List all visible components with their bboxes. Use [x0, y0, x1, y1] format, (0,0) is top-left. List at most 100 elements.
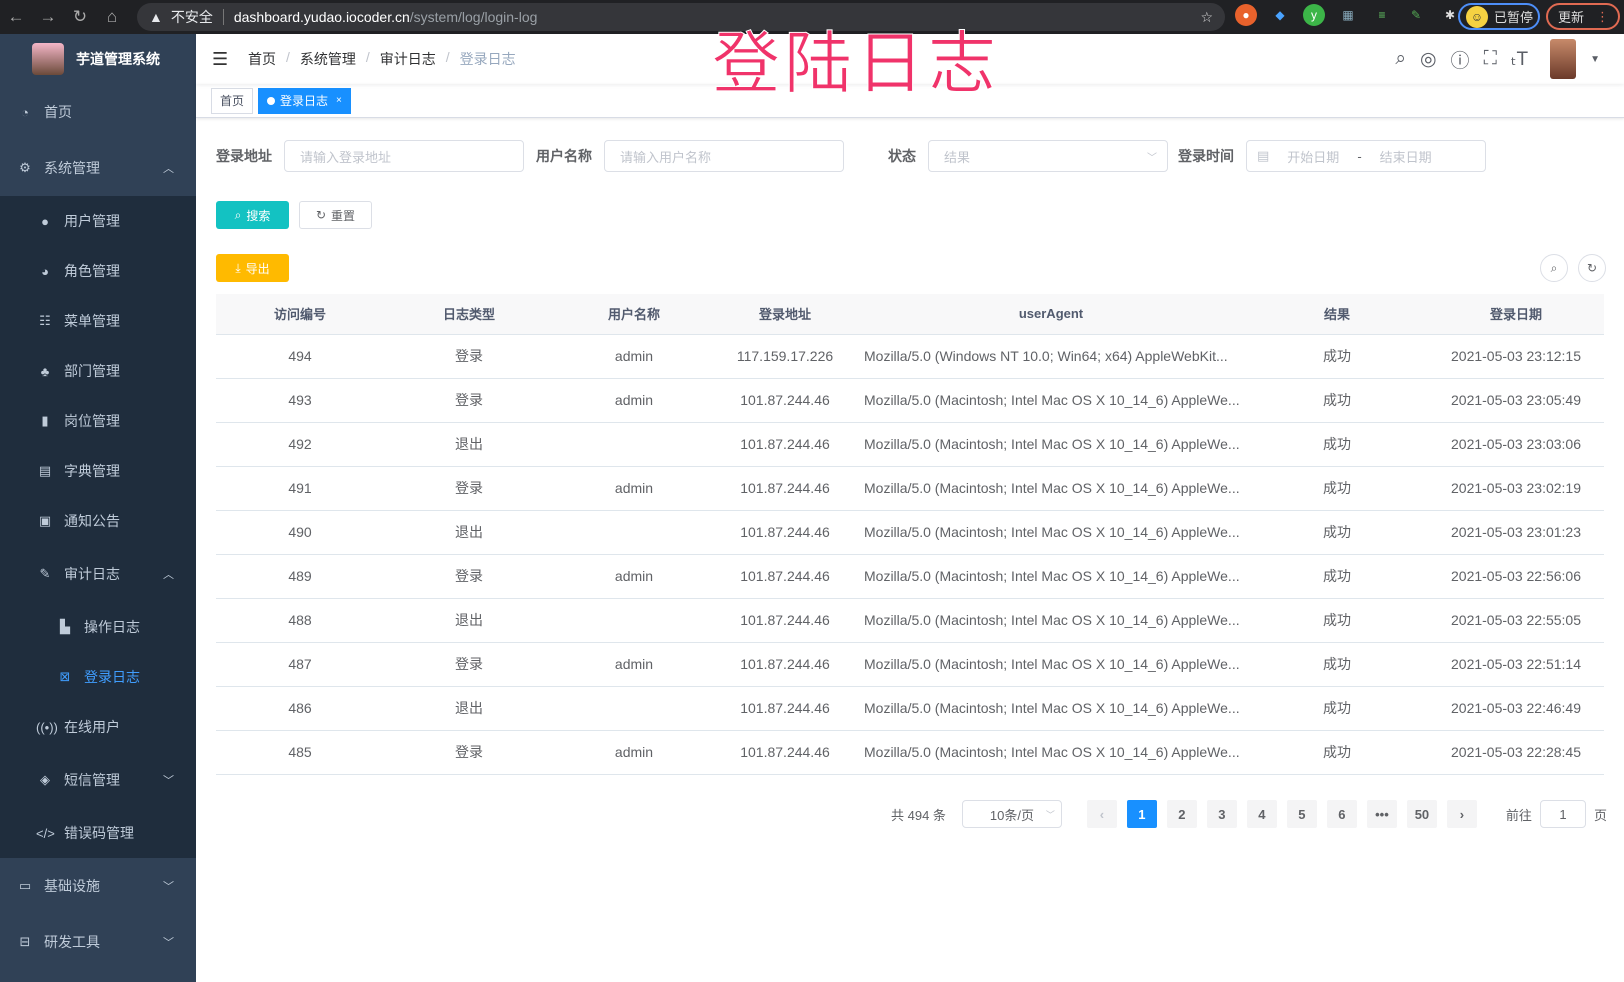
chevron-down-icon: ﹀ [1147, 152, 1157, 164]
table-row[interactable]: 494 登录 admin 117.159.17.226 Mozilla/5.0 (Win… [216, 334, 1604, 379]
breadcrumb-item[interactable]: 首页 [248, 51, 276, 67]
page-button[interactable]: 50 [1406, 800, 1437, 828]
form-icon: ▙ [60, 619, 70, 634]
date-range-picker[interactable]: ▤ 开始日期 - 结束日期 [1246, 140, 1486, 172]
logo[interactable]: 芋道管理系统 [0, 34, 196, 84]
extension-icon[interactable]: ● [1235, 4, 1257, 26]
extension-icon[interactable]: ≡ [1378, 8, 1386, 22]
github-icon[interactable]: ◎ [1419, 48, 1437, 70]
sidebar-item-dict[interactable]: ▤ 字典管理 [0, 446, 196, 496]
button-label: 搜索 [246, 208, 271, 223]
next-page-button[interactable]: › [1446, 800, 1477, 828]
search-icon[interactable]: ⌕ [1395, 48, 1406, 69]
table-cell: admin [554, 466, 714, 511]
goto-label: 前往 [1505, 807, 1532, 823]
sidebar-item-roles[interactable]: ◕ 角色管理 [0, 246, 196, 296]
chevron-down-icon: ﹀ [163, 937, 174, 949]
search-button[interactable]: ⌕ 搜索 [216, 201, 289, 229]
page-button[interactable]: 5 [1286, 800, 1317, 828]
breadcrumb-item[interactable]: 审计日志 [379, 51, 436, 67]
sidebar-item-devtools[interactable]: ⊟ 研发工具 ﹀ [0, 914, 196, 970]
table-cell: 491 [216, 466, 384, 511]
search-icon: ⌕ [1550, 260, 1558, 275]
toggle-search-button[interactable]: ⌕ [1540, 254, 1568, 282]
refresh-icon: ↻ [1586, 261, 1598, 275]
extension-icon[interactable]: y [1303, 4, 1325, 26]
sidebar-item-system[interactable]: ⚙ 系统管理 ︿ [0, 140, 196, 196]
table-cell: Mozilla/5.0 (Macintosh; Intel Mac OS X 1… [856, 466, 1246, 511]
prev-page-button[interactable]: ‹ [1086, 800, 1117, 828]
table-row[interactable]: 487 登录 admin 101.87.244.46 Mozilla/5.0 (Maci… [216, 642, 1604, 687]
refresh-button[interactable]: ↻ [1578, 254, 1606, 282]
table-row[interactable]: 488 退出 101.87.244.46 Mozilla/5.0 (Macintosh… [216, 598, 1604, 643]
caret-down-icon[interactable]: ▼ [1590, 53, 1600, 65]
page-button[interactable]: ••• [1366, 800, 1397, 828]
table-cell: 101.87.244.46 [714, 730, 856, 775]
update-button[interactable]: 更新 ⋮ [1546, 3, 1620, 30]
sidebar-item-online[interactable]: ((•)) 在线用户 [0, 702, 196, 752]
table-row[interactable]: 485 登录 admin 101.87.244.46 Mozilla/5.0 (Maci… [216, 730, 1604, 775]
start-date[interactable]: 开始日期 [1287, 149, 1340, 165]
app-title: 芋道管理系统 [76, 51, 160, 67]
star-icon[interactable]: ☆ [1200, 8, 1213, 25]
sidebar-item-error-code[interactable]: </> 错误码管理 [0, 808, 196, 858]
extension-icon[interactable]: ▦ [1342, 8, 1354, 22]
address-bar[interactable]: ▲ 不安全 dashboard.yudao.iocoder.cn/system/… [137, 3, 1225, 31]
sidebar-item-label: 基础设施 [44, 878, 100, 894]
avatar[interactable] [1550, 39, 1577, 79]
page-button[interactable]: 4 [1246, 800, 1277, 828]
page-button[interactable]: 1 [1126, 800, 1157, 828]
puzzle-icon[interactable]: ✱ [1444, 8, 1456, 22]
table-row[interactable]: 492 退出 101.87.244.46 Mozilla/5.0 (Macintosh… [216, 422, 1604, 467]
sidebar-item-operate-log[interactable]: ▙ 操作日志 [0, 602, 196, 652]
home-icon[interactable]: ⌂ [106, 7, 118, 26]
page-size-select[interactable]: 10条/页 ﹀ [961, 800, 1062, 828]
hamburger-icon[interactable]: ☰ [212, 48, 229, 69]
sidebar-item-infra[interactable]: ▭ 基础设施 ﹀ [0, 858, 196, 914]
status-select[interactable]: 结果 ﹀ [928, 140, 1168, 172]
table-row[interactable]: 490 退出 101.87.244.46 Mozilla/5.0 (Macintosh… [216, 510, 1604, 555]
extension-icon[interactable]: ✎ [1410, 8, 1422, 22]
table-row[interactable]: 489 登录 admin 101.87.244.46 Mozilla/5.0 (Maci… [216, 554, 1604, 599]
goto-page-input[interactable]: 1 [1539, 800, 1586, 828]
table-cell: admin [554, 642, 714, 687]
extension-icon[interactable]: ◆ [1275, 8, 1285, 22]
table-cell: 101.87.244.46 [714, 510, 856, 555]
page-button[interactable]: 3 [1206, 800, 1237, 828]
profile-button[interactable]: ☺ 已暂停 [1458, 3, 1540, 30]
table-row[interactable]: 486 退出 101.87.244.46 Mozilla/5.0 (Macintosh… [216, 686, 1604, 731]
sidebar-item-posts[interactable]: ▮ 岗位管理 [0, 396, 196, 446]
sidebar-item-users[interactable]: ● 用户管理 [0, 196, 196, 246]
sidebar-item-menus[interactable]: ☷ 菜单管理 [0, 296, 196, 346]
page-button[interactable]: 6 [1326, 800, 1357, 828]
logo-image [32, 43, 64, 75]
address-input[interactable]: 请输入登录地址 [284, 140, 524, 172]
export-button[interactable]: ⤓ 导出 [216, 254, 289, 282]
page-button[interactable]: 2 [1166, 800, 1197, 828]
back-icon[interactable]: ← [7, 7, 25, 26]
breadcrumb-item: 登录日志 [459, 51, 516, 67]
tag-login-log[interactable]: 登录日志 × [258, 87, 351, 114]
sidebar-item-audit-log[interactable]: ✎ 审计日志 ︿ [0, 546, 196, 602]
sidebar-item-depts[interactable]: ♣ 部门管理 [0, 346, 196, 396]
end-date[interactable]: 结束日期 [1379, 149, 1432, 165]
sidebar-item-login-log[interactable]: ⊠ 登录日志 [0, 652, 196, 702]
table-cell: Mozilla/5.0 (Macintosh; Intel Mac OS X 1… [856, 730, 1246, 775]
tool-icon: ⊟ [19, 934, 31, 949]
reset-button[interactable]: ↻ 重置 [299, 201, 372, 229]
sidebar-item-home[interactable]: ◔ 首页 [0, 84, 196, 140]
table-row[interactable]: 493 登录 admin 101.87.244.46 Mozilla/5.0 (Maci… [216, 378, 1604, 423]
tag-home[interactable]: 首页 [211, 87, 254, 114]
close-icon[interactable]: × [336, 95, 342, 106]
question-icon[interactable]: ⓘ [1450, 50, 1470, 72]
forward-icon[interactable]: → [39, 7, 57, 26]
dashboard-icon: ◔ [21, 104, 29, 120]
sidebar-item-sms[interactable]: ◈ 短信管理 ﹀ [0, 752, 196, 808]
sidebar-item-notice[interactable]: ▣ 通知公告 [0, 496, 196, 546]
table-row[interactable]: 491 登录 admin 101.87.244.46 Mozilla/5.0 (Maci… [216, 466, 1604, 511]
breadcrumb-item[interactable]: 系统管理 [299, 51, 356, 67]
font-size-icon[interactable]: ₜT [1510, 48, 1529, 70]
username-input[interactable]: 请输入用户名称 [604, 140, 844, 172]
fullscreen-icon[interactable]: ⛶ [1483, 48, 1497, 69]
reload-icon[interactable]: ↻ [72, 7, 88, 26]
